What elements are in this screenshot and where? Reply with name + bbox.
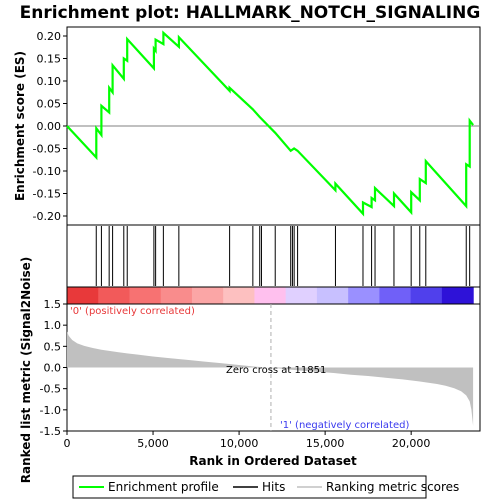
metric-ytick-label: 1.0 bbox=[44, 319, 62, 332]
x-tick-label: 0 bbox=[64, 437, 71, 450]
rank-bar-segment bbox=[67, 287, 99, 304]
zero-cross-label: Zero cross at 11851 bbox=[226, 365, 326, 376]
hits-lines bbox=[95, 226, 471, 286]
metric-ytick-label: 0.0 bbox=[44, 362, 62, 375]
es-ytick-label: 0.10 bbox=[37, 75, 62, 88]
x-tick-label: 5,000 bbox=[137, 437, 169, 450]
legend-hits-label: Hits bbox=[262, 480, 285, 494]
legend-metric-label: Ranking metric scores bbox=[326, 480, 459, 494]
x-tick-label: 10,000 bbox=[220, 437, 259, 450]
metric-y-ticks: 1.5 1.0 0.5 0.0 -0.5 -1.0 -1.5 bbox=[40, 298, 67, 438]
rank-bar-segment bbox=[160, 287, 193, 304]
rank-bar-segment bbox=[348, 287, 380, 304]
rank-bar-segment bbox=[316, 287, 349, 304]
es-ytick-label: 0.05 bbox=[37, 98, 62, 111]
metric-ytick-label: 1.5 bbox=[44, 298, 62, 311]
rank-bar-segment bbox=[441, 287, 474, 304]
positive-annotation: '0' (positively correlated) bbox=[70, 306, 195, 317]
metric-panel: 1.5 1.0 0.5 0.0 -0.5 -1.0 -1.5 '0' (positively… bbox=[19, 257, 481, 484]
rank-bar-segment bbox=[410, 287, 443, 304]
enrichment-profile-line bbox=[66, 30, 474, 217]
rank-bar-segment bbox=[191, 287, 224, 304]
metric-ylabel: Ranked list metric (Signal2Noise) bbox=[19, 257, 33, 484]
es-ylabel: Enrichment score (ES) bbox=[13, 51, 27, 201]
negative-annotation: '1' (negatively correlated) bbox=[280, 420, 409, 431]
es-ytick-label: 0.20 bbox=[37, 30, 62, 43]
x-tick-label: 20,000 bbox=[392, 437, 431, 450]
hits-panel bbox=[66, 224, 481, 288]
rank-bar-segment bbox=[254, 287, 287, 304]
rank-bar-segment bbox=[379, 287, 412, 304]
hits-panel-frame bbox=[66, 224, 481, 288]
x-ticks: 0 5,000 10,000 15,000 20,000 bbox=[64, 431, 431, 450]
x-axis-label: Rank in Ordered Dataset bbox=[189, 454, 357, 468]
chart-title: Enrichment plot: HALLMARK_NOTCH_SIGNALIN… bbox=[20, 3, 481, 23]
es-ytick-label: 0.15 bbox=[37, 53, 62, 66]
es-ytick-label: -0.20 bbox=[33, 210, 61, 223]
metric-ytick-label: -1.5 bbox=[40, 425, 61, 438]
x-axis: 0 5,000 10,000 15,000 20,000 Rank in Ordered… bbox=[64, 431, 431, 468]
metric-ytick-label: -1.0 bbox=[40, 404, 61, 417]
legend: Enrichment profile Hits Ranking metric s… bbox=[72, 475, 459, 499]
rank-color-bar bbox=[66, 286, 481, 305]
rank-bar-segment bbox=[129, 287, 162, 304]
x-tick-label: 15,000 bbox=[306, 437, 345, 450]
es-ytick-label: -0.10 bbox=[33, 165, 61, 178]
rank-bar-segment bbox=[223, 287, 256, 304]
es-ytick-label: 0.00 bbox=[37, 120, 62, 133]
es-ytick-label: -0.05 bbox=[33, 143, 61, 156]
rank-bar-segment bbox=[285, 287, 318, 304]
es-panel: 0.20 0.15 0.10 0.05 0.00 -0.05 -0.10 -0.15 -0.20… bbox=[13, 26, 481, 226]
es-ytick-label: -0.15 bbox=[33, 188, 61, 201]
metric-ytick-label: 0.5 bbox=[44, 340, 62, 353]
rank-bar-segment bbox=[98, 287, 131, 304]
metric-ytick-label: -0.5 bbox=[40, 383, 61, 396]
legend-enrichment-label: Enrichment profile bbox=[108, 480, 219, 494]
es-y-ticks: 0.20 0.15 0.10 0.05 0.00 -0.05 -0.10 -0.15 -0.20 bbox=[33, 30, 67, 223]
